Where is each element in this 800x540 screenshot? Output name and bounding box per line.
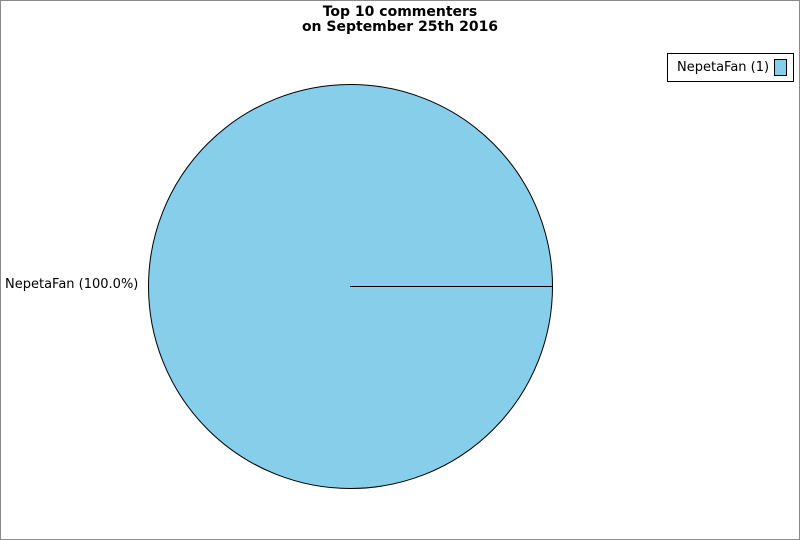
chart-title-line1: Top 10 commenters [322, 4, 478, 20]
chart-title-line2: on September 25th 2016 [301, 19, 499, 35]
pie-slice-label: NepetaFan (100.0%) [5, 277, 139, 292]
legend-color-swatch [774, 59, 788, 76]
legend-entry-label: NepetaFan (1) [677, 60, 770, 75]
legend-box: NepetaFan (1) [667, 53, 794, 82]
pie-slice-boundary-line [350, 286, 552, 287]
chart-title: Top 10 commenters on September 25th 2016 [1, 5, 799, 35]
